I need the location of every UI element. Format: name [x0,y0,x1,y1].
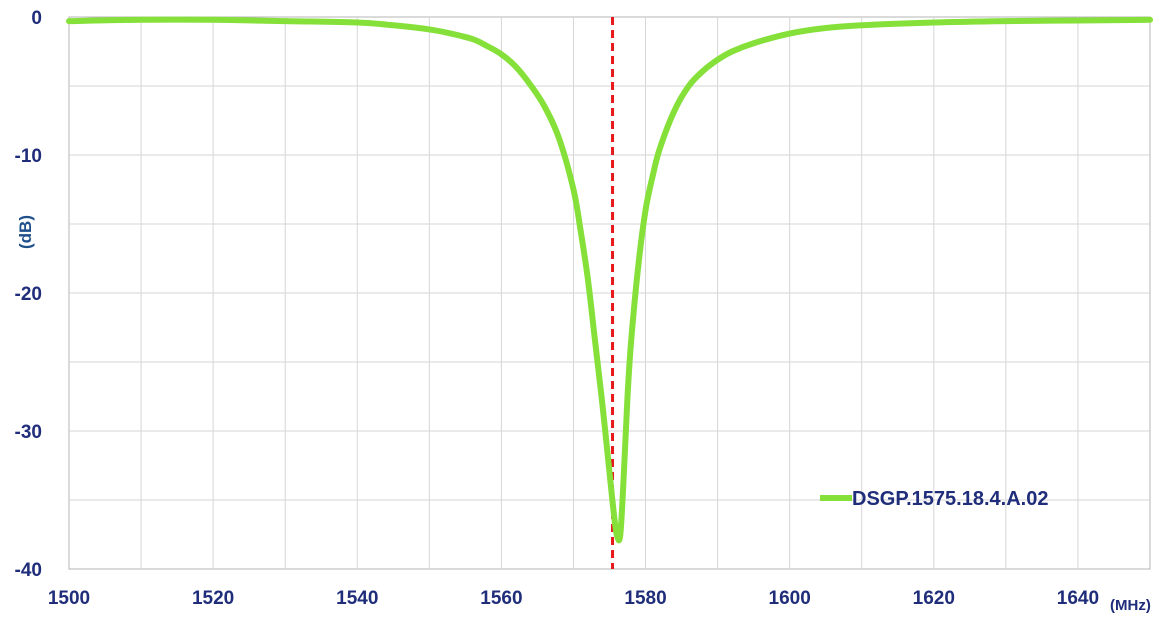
x-tick-label: 1640 [1057,588,1099,609]
x-tick-label: 1580 [624,588,666,609]
x-tick-label: 1520 [192,588,234,609]
x-tick-label: 1560 [480,588,522,609]
x-tick-label: 1500 [48,588,90,609]
y-tick-label: -20 [15,284,42,305]
x-tick-label: 1620 [913,588,955,609]
y-tick-labels: 0 -10 -20 -30 -40 [15,8,42,581]
y-tick-label: -10 [15,146,42,167]
grid [69,17,1150,569]
x-tick-label: 1600 [769,588,811,609]
legend: DSGP.1575.18.4.A.02 [820,488,1048,510]
y-tick-label: 0 [31,8,42,29]
y-axis-label: (dB) [16,215,35,249]
x-tick-label: 1540 [336,588,378,609]
legend-label: DSGP.1575.18.4.A.02 [852,488,1048,510]
y-tick-label: -40 [15,560,42,581]
x-tick-labels: 1500 1520 1540 1560 1580 1600 1620 1640 [48,588,1099,609]
y-tick-label: -30 [15,422,42,443]
series-line [66,16,1153,544]
x-axis-label: (MHz) [1110,597,1151,614]
